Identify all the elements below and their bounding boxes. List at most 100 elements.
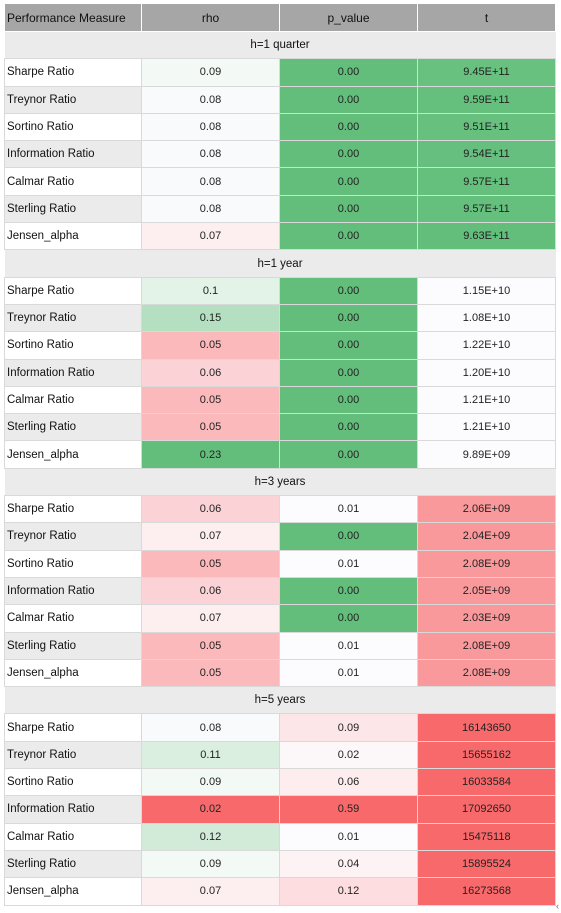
rho-cell: 0.08	[142, 113, 280, 140]
p-value-cell: 0.09	[280, 714, 418, 741]
table-row: Calmar Ratio 0.12 0.01 15475118	[5, 823, 556, 850]
p-value-cell: 0.00	[280, 168, 418, 195]
t-cell: 15475118	[418, 823, 556, 850]
table-row: Calmar Ratio 0.08 0.00 9.57E+11	[5, 168, 556, 195]
rho-cell: 0.08	[142, 195, 280, 222]
p-value-cell: 0.01	[280, 823, 418, 850]
measure-cell: Treynor Ratio	[5, 523, 142, 550]
rho-cell: 0.07	[142, 223, 280, 250]
t-cell: 9.63E+11	[418, 223, 556, 250]
rho-cell: 0.09	[142, 850, 280, 877]
header-row: Performance Measure rho p_value t	[5, 4, 556, 32]
p-value-cell: 0.00	[280, 59, 418, 86]
group-header-row: h=5 years	[5, 687, 556, 714]
table-row: Calmar Ratio 0.05 0.00 1.21E+10	[5, 386, 556, 413]
t-cell: 2.08E+09	[418, 659, 556, 686]
t-cell: 1.21E+10	[418, 414, 556, 441]
measure-cell: Treynor Ratio	[5, 741, 142, 768]
p-value-cell: 0.00	[280, 141, 418, 168]
t-cell: 16273568	[418, 878, 556, 905]
measure-cell: Sortino Ratio	[5, 769, 142, 796]
rho-cell: 0.09	[142, 769, 280, 796]
table-row: Sterling Ratio 0.08 0.00 9.57E+11	[5, 195, 556, 222]
header-rho: rho	[142, 4, 280, 32]
measure-cell: Sharpe Ratio	[5, 496, 142, 523]
table-row: Information Ratio 0.06 0.00 1.20E+10	[5, 359, 556, 386]
group-header-row: h=1 year	[5, 250, 556, 277]
p-value-cell: 0.01	[280, 659, 418, 686]
table-row: Calmar Ratio 0.07 0.00 2.03E+09	[5, 605, 556, 632]
table-row: Sharpe Ratio 0.09 0.00 9.45E+11	[5, 59, 556, 86]
rho-cell: 0.08	[142, 168, 280, 195]
rho-cell: 0.07	[142, 523, 280, 550]
table-row: Information Ratio 0.02 0.59 17092650	[5, 796, 556, 823]
rho-cell: 0.15	[142, 304, 280, 331]
measure-cell: Sharpe Ratio	[5, 277, 142, 304]
group-label: h=1 quarter	[5, 32, 556, 59]
rho-cell: 0.06	[142, 577, 280, 604]
t-cell: 2.05E+09	[418, 577, 556, 604]
table-row: Treynor Ratio 0.11 0.02 15655162	[5, 741, 556, 768]
measure-cell: Information Ratio	[5, 141, 142, 168]
measure-cell: Jensen_alpha	[5, 659, 142, 686]
rho-cell: 0.05	[142, 659, 280, 686]
table-body: h=1 quarter Sharpe Ratio 0.09 0.00 9.45E+11 T…	[5, 32, 556, 906]
p-value-cell: 0.00	[280, 605, 418, 632]
rho-cell: 0.23	[142, 441, 280, 468]
table-row: Jensen_alpha 0.07 0.00 9.63E+11	[5, 223, 556, 250]
measure-cell: Treynor Ratio	[5, 304, 142, 331]
table-row: Sterling Ratio 0.05 0.00 1.21E+10	[5, 414, 556, 441]
p-value-cell: 0.00	[280, 523, 418, 550]
t-cell: 17092650	[418, 796, 556, 823]
table-row: Treynor Ratio 0.15 0.00 1.08E+10	[5, 304, 556, 331]
header-p-value: p_value	[280, 4, 418, 32]
measure-cell: Sterling Ratio	[5, 414, 142, 441]
header-t: t	[418, 4, 556, 32]
rho-cell: 0.07	[142, 878, 280, 905]
table-row: Sortino Ratio 0.08 0.00 9.51E+11	[5, 113, 556, 140]
p-value-cell: 0.00	[280, 223, 418, 250]
measure-cell: Sterling Ratio	[5, 632, 142, 659]
measure-cell: Information Ratio	[5, 577, 142, 604]
rho-cell: 0.08	[142, 141, 280, 168]
p-value-cell: 0.02	[280, 741, 418, 768]
t-cell: 2.06E+09	[418, 496, 556, 523]
t-cell: 9.89E+09	[418, 441, 556, 468]
p-value-cell: 0.01	[280, 550, 418, 577]
table-row: Sterling Ratio 0.05 0.01 2.08E+09	[5, 632, 556, 659]
group-header-row: h=3 years	[5, 468, 556, 495]
rho-cell: 0.06	[142, 496, 280, 523]
t-cell: 1.22E+10	[418, 332, 556, 359]
rho-cell: 0.08	[142, 86, 280, 113]
table-row: Treynor Ratio 0.08 0.00 9.59E+11	[5, 86, 556, 113]
p-value-cell: 0.00	[280, 386, 418, 413]
p-value-cell: 0.06	[280, 769, 418, 796]
t-cell: 15895524	[418, 850, 556, 877]
t-cell: 2.04E+09	[418, 523, 556, 550]
p-value-cell: 0.00	[280, 113, 418, 140]
measure-cell: Sharpe Ratio	[5, 59, 142, 86]
table-row: Sharpe Ratio 0.06 0.01 2.06E+09	[5, 496, 556, 523]
table-row: Treynor Ratio 0.07 0.00 2.04E+09	[5, 523, 556, 550]
rho-cell: 0.08	[142, 714, 280, 741]
t-cell: 9.45E+11	[418, 59, 556, 86]
t-cell: 9.57E+11	[418, 168, 556, 195]
measure-cell: Sortino Ratio	[5, 550, 142, 577]
rho-cell: 0.02	[142, 796, 280, 823]
measure-cell: Sharpe Ratio	[5, 714, 142, 741]
t-cell: 2.08E+09	[418, 550, 556, 577]
table-row: Sterling Ratio 0.09 0.04 15895524	[5, 850, 556, 877]
measure-cell: Jensen_alpha	[5, 441, 142, 468]
p-value-cell: 0.00	[280, 577, 418, 604]
table-row: Sharpe Ratio 0.1 0.00 1.15E+10	[5, 277, 556, 304]
measure-cell: Calmar Ratio	[5, 823, 142, 850]
t-cell: 9.59E+11	[418, 86, 556, 113]
table-row: Information Ratio 0.06 0.00 2.05E+09	[5, 577, 556, 604]
rho-cell: 0.05	[142, 386, 280, 413]
rho-cell: 0.09	[142, 59, 280, 86]
measure-cell: Calmar Ratio	[5, 605, 142, 632]
table-row: Jensen_alpha 0.23 0.00 9.89E+09	[5, 441, 556, 468]
p-value-cell: 0.00	[280, 304, 418, 331]
p-value-cell: 0.12	[280, 878, 418, 905]
t-cell: 1.20E+10	[418, 359, 556, 386]
